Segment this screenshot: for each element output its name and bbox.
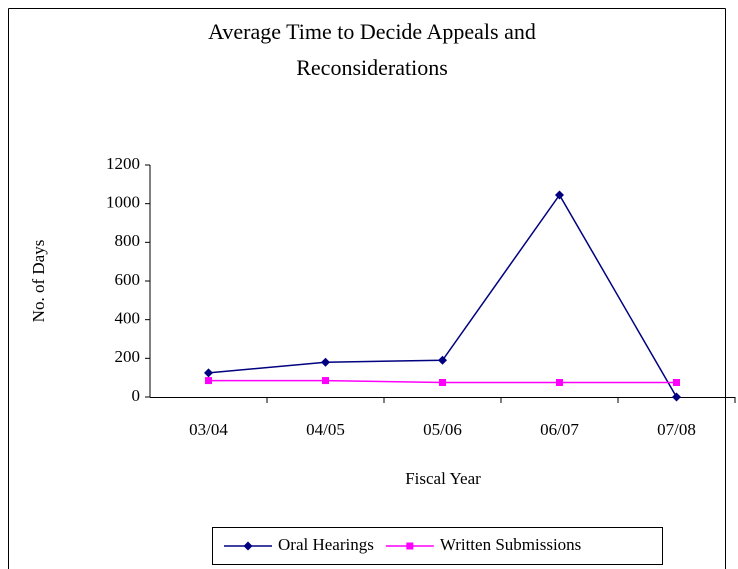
y-axis-label: No. of Days [29,240,48,323]
series-line [208,193,678,398]
x-tick-label: 06/07 [540,420,579,439]
point [322,377,329,385]
y-tick-label: 800 [115,231,141,250]
point [555,190,564,200]
legend-label: Oral Hearings [278,535,374,554]
y-tick-label: 400 [115,309,141,328]
point [672,392,681,402]
y-tick-label: 1200 [106,154,140,173]
legend-label: Written Submissions [440,535,581,554]
legend-marker [406,542,414,550]
x-tick-label: 07/08 [657,420,696,439]
point [321,357,330,367]
point [204,368,213,378]
x-tick-label: 05/06 [423,420,462,439]
x-axis-label: Fiscal Year [405,469,481,488]
chart-title: Average Time to Decide Appeals and Recon… [208,19,536,80]
legend-marker [243,541,253,551]
point [205,377,212,385]
x-tick-label: 04/05 [306,420,345,439]
y-tick-label: 200 [115,347,141,366]
x-tick-label: 03/04 [189,420,228,439]
y-tick-label: 0 [132,386,141,405]
point [438,355,447,365]
point [556,379,563,386]
y-tick-label: 1000 [106,193,140,212]
y-tick-label: 600 [115,270,141,289]
point [439,379,446,386]
point [673,379,680,386]
legend-box [212,527,663,565]
